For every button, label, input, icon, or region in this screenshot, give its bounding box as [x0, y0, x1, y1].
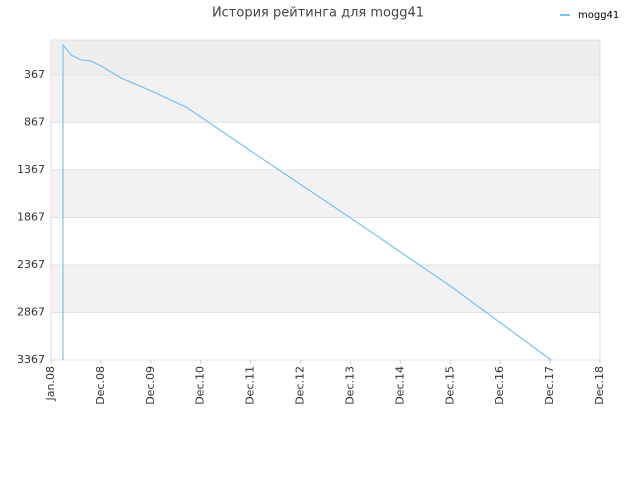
y-tick-label: 1867 — [17, 210, 45, 223]
band — [51, 169, 600, 218]
x-tick-label: Dec.12 — [294, 366, 307, 405]
y-tick-label: 3367 — [17, 353, 45, 366]
x-tick-label: Dec.08 — [94, 366, 107, 405]
band — [51, 217, 600, 265]
x-tick-label: Dec.16 — [493, 366, 506, 405]
x-tick-label: Dec.14 — [393, 366, 406, 405]
chart-title: История рейтинга для mogg41 — [212, 6, 424, 21]
y-tick-label: 2367 — [17, 258, 45, 271]
band — [51, 312, 600, 360]
x-tick-label: Dec.09 — [144, 366, 157, 405]
line — [62, 43, 552, 361]
x-tick-label: Dec.17 — [543, 366, 556, 405]
x-tick-label: Dec.15 — [443, 366, 456, 405]
band — [51, 40, 600, 75]
legend-label: mogg41 — [578, 10, 619, 21]
x-tick-label: Jan.08 — [44, 366, 57, 401]
band — [51, 264, 600, 313]
y-tick-label: 1367 — [17, 163, 45, 176]
x-tick-label: Dec.18 — [593, 366, 606, 405]
y-tick-label: 867 — [24, 115, 45, 128]
y-tick-label: 367 — [24, 68, 45, 81]
y-tick-label: 2867 — [17, 305, 45, 318]
x-tick-label: Dec.11 — [244, 366, 257, 405]
band — [51, 74, 600, 123]
band — [51, 122, 600, 170]
x-tick-label: Dec.10 — [194, 366, 207, 405]
x-tick-label: Dec.13 — [343, 366, 356, 405]
